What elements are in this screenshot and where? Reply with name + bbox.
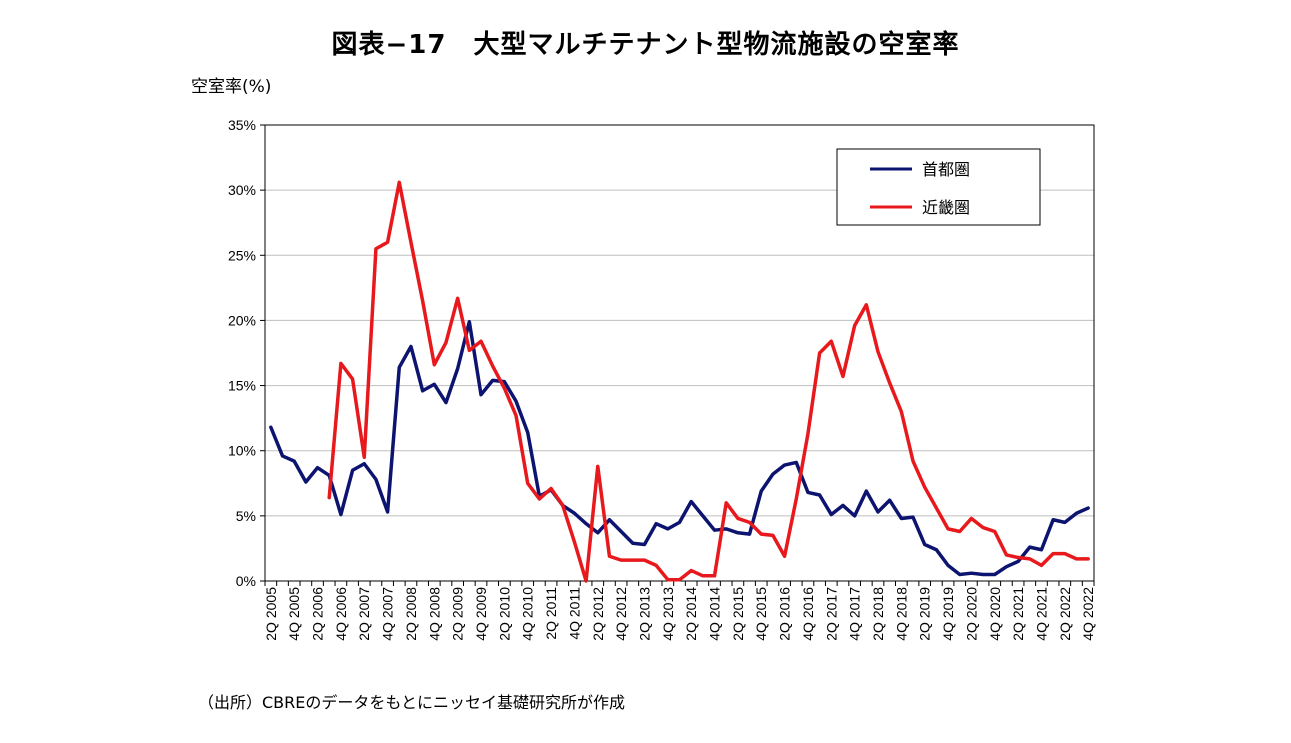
- chart-title: 図表−17 大型マルチテナント型物流施設の空室率: [331, 30, 960, 60]
- legend-label-kinki: 近畿圏: [922, 198, 970, 217]
- x-tick-label: 2Q 2005: [263, 587, 279, 641]
- x-tick-label: 2Q 2009: [450, 587, 466, 641]
- x-tick-label: 4Q 2012: [613, 587, 629, 641]
- legend-label-shutoken: 首都圏: [922, 160, 970, 179]
- x-tick-label: 4Q 2005: [286, 587, 302, 641]
- y-tick-label: 0%: [236, 573, 256, 589]
- y-tick-label: 35%: [228, 117, 256, 133]
- series-lines: [269, 180, 1090, 583]
- x-tick-label: 4Q 2020: [987, 587, 1003, 641]
- y-axis-ticks: 0% 5% 10% 15% 20% 25% 30% 35%: [228, 117, 265, 589]
- x-tick-label: 2Q 2014: [683, 587, 699, 641]
- y-tick-label: 30%: [228, 182, 256, 198]
- y-tick-label: 15%: [228, 378, 256, 394]
- x-tick-label: 2Q 2010: [496, 587, 512, 641]
- x-tick-label: 4Q 2018: [893, 587, 909, 641]
- x-axis-ticks: 2Q 2005 4Q 2005 2Q 2006 4Q 2006 2Q 2007 4Q 20…: [263, 581, 1096, 641]
- x-tick-label: 2Q 2006: [310, 587, 326, 641]
- x-tick-label: 4Q 2008: [426, 587, 442, 641]
- series-line-shutoken: [269, 319, 1090, 577]
- x-tick-label: 2Q 2012: [590, 587, 606, 641]
- x-tick-label: 2Q 2020: [963, 587, 979, 641]
- x-tick-label: 4Q 2022: [1080, 587, 1096, 641]
- x-tick-label: 4Q 2010: [520, 587, 536, 641]
- x-tick-label: 2Q 2017: [823, 587, 839, 641]
- x-tick-label: 4Q 2019: [940, 587, 956, 641]
- x-tick-label: 4Q 2014: [707, 587, 723, 641]
- x-tick-label: 2Q 2022: [1057, 587, 1073, 641]
- x-tick-label: 2Q 2018: [870, 587, 886, 641]
- x-tick-label: 2Q 2021: [1010, 587, 1026, 641]
- y-tick-label: 20%: [228, 312, 256, 328]
- legend: 首都圏 近畿圏: [836, 148, 1041, 226]
- series-line-kinki: [327, 180, 1090, 583]
- x-tick-label: 2Q 2013: [636, 587, 652, 641]
- x-tick-label: 4Q 2013: [660, 587, 676, 641]
- y-tick-label: 10%: [228, 443, 256, 459]
- x-tick-label: 4Q 2021: [1033, 587, 1049, 641]
- x-tick-label: 2Q 2011: [543, 587, 559, 640]
- x-tick-label: 2Q 2008: [403, 587, 419, 641]
- source-note: （出所）CBREのデータをもとにニッセイ基礎研究所が作成: [198, 693, 626, 712]
- y-axis-label: 空室率(%): [191, 77, 272, 97]
- x-tick-label: 4Q 2016: [800, 587, 816, 641]
- x-tick-label: 4Q 2009: [473, 587, 489, 641]
- x-tick-label: 2Q 2015: [730, 587, 746, 641]
- x-tick-label: 4Q 2011: [566, 587, 582, 640]
- x-tick-label: 4Q 2017: [847, 587, 863, 641]
- x-tick-label: 2Q 2016: [777, 587, 793, 641]
- x-tick-label: 4Q 2006: [333, 587, 349, 641]
- y-tick-label: 25%: [228, 247, 256, 263]
- x-tick-label: 2Q 2007: [356, 587, 372, 641]
- x-tick-label: 2Q 2019: [917, 587, 933, 641]
- legend-box: [836, 148, 1041, 226]
- x-tick-label: 4Q 2015: [753, 587, 769, 641]
- x-tick-label: 4Q 2007: [380, 587, 396, 641]
- y-tick-label: 5%: [236, 508, 256, 524]
